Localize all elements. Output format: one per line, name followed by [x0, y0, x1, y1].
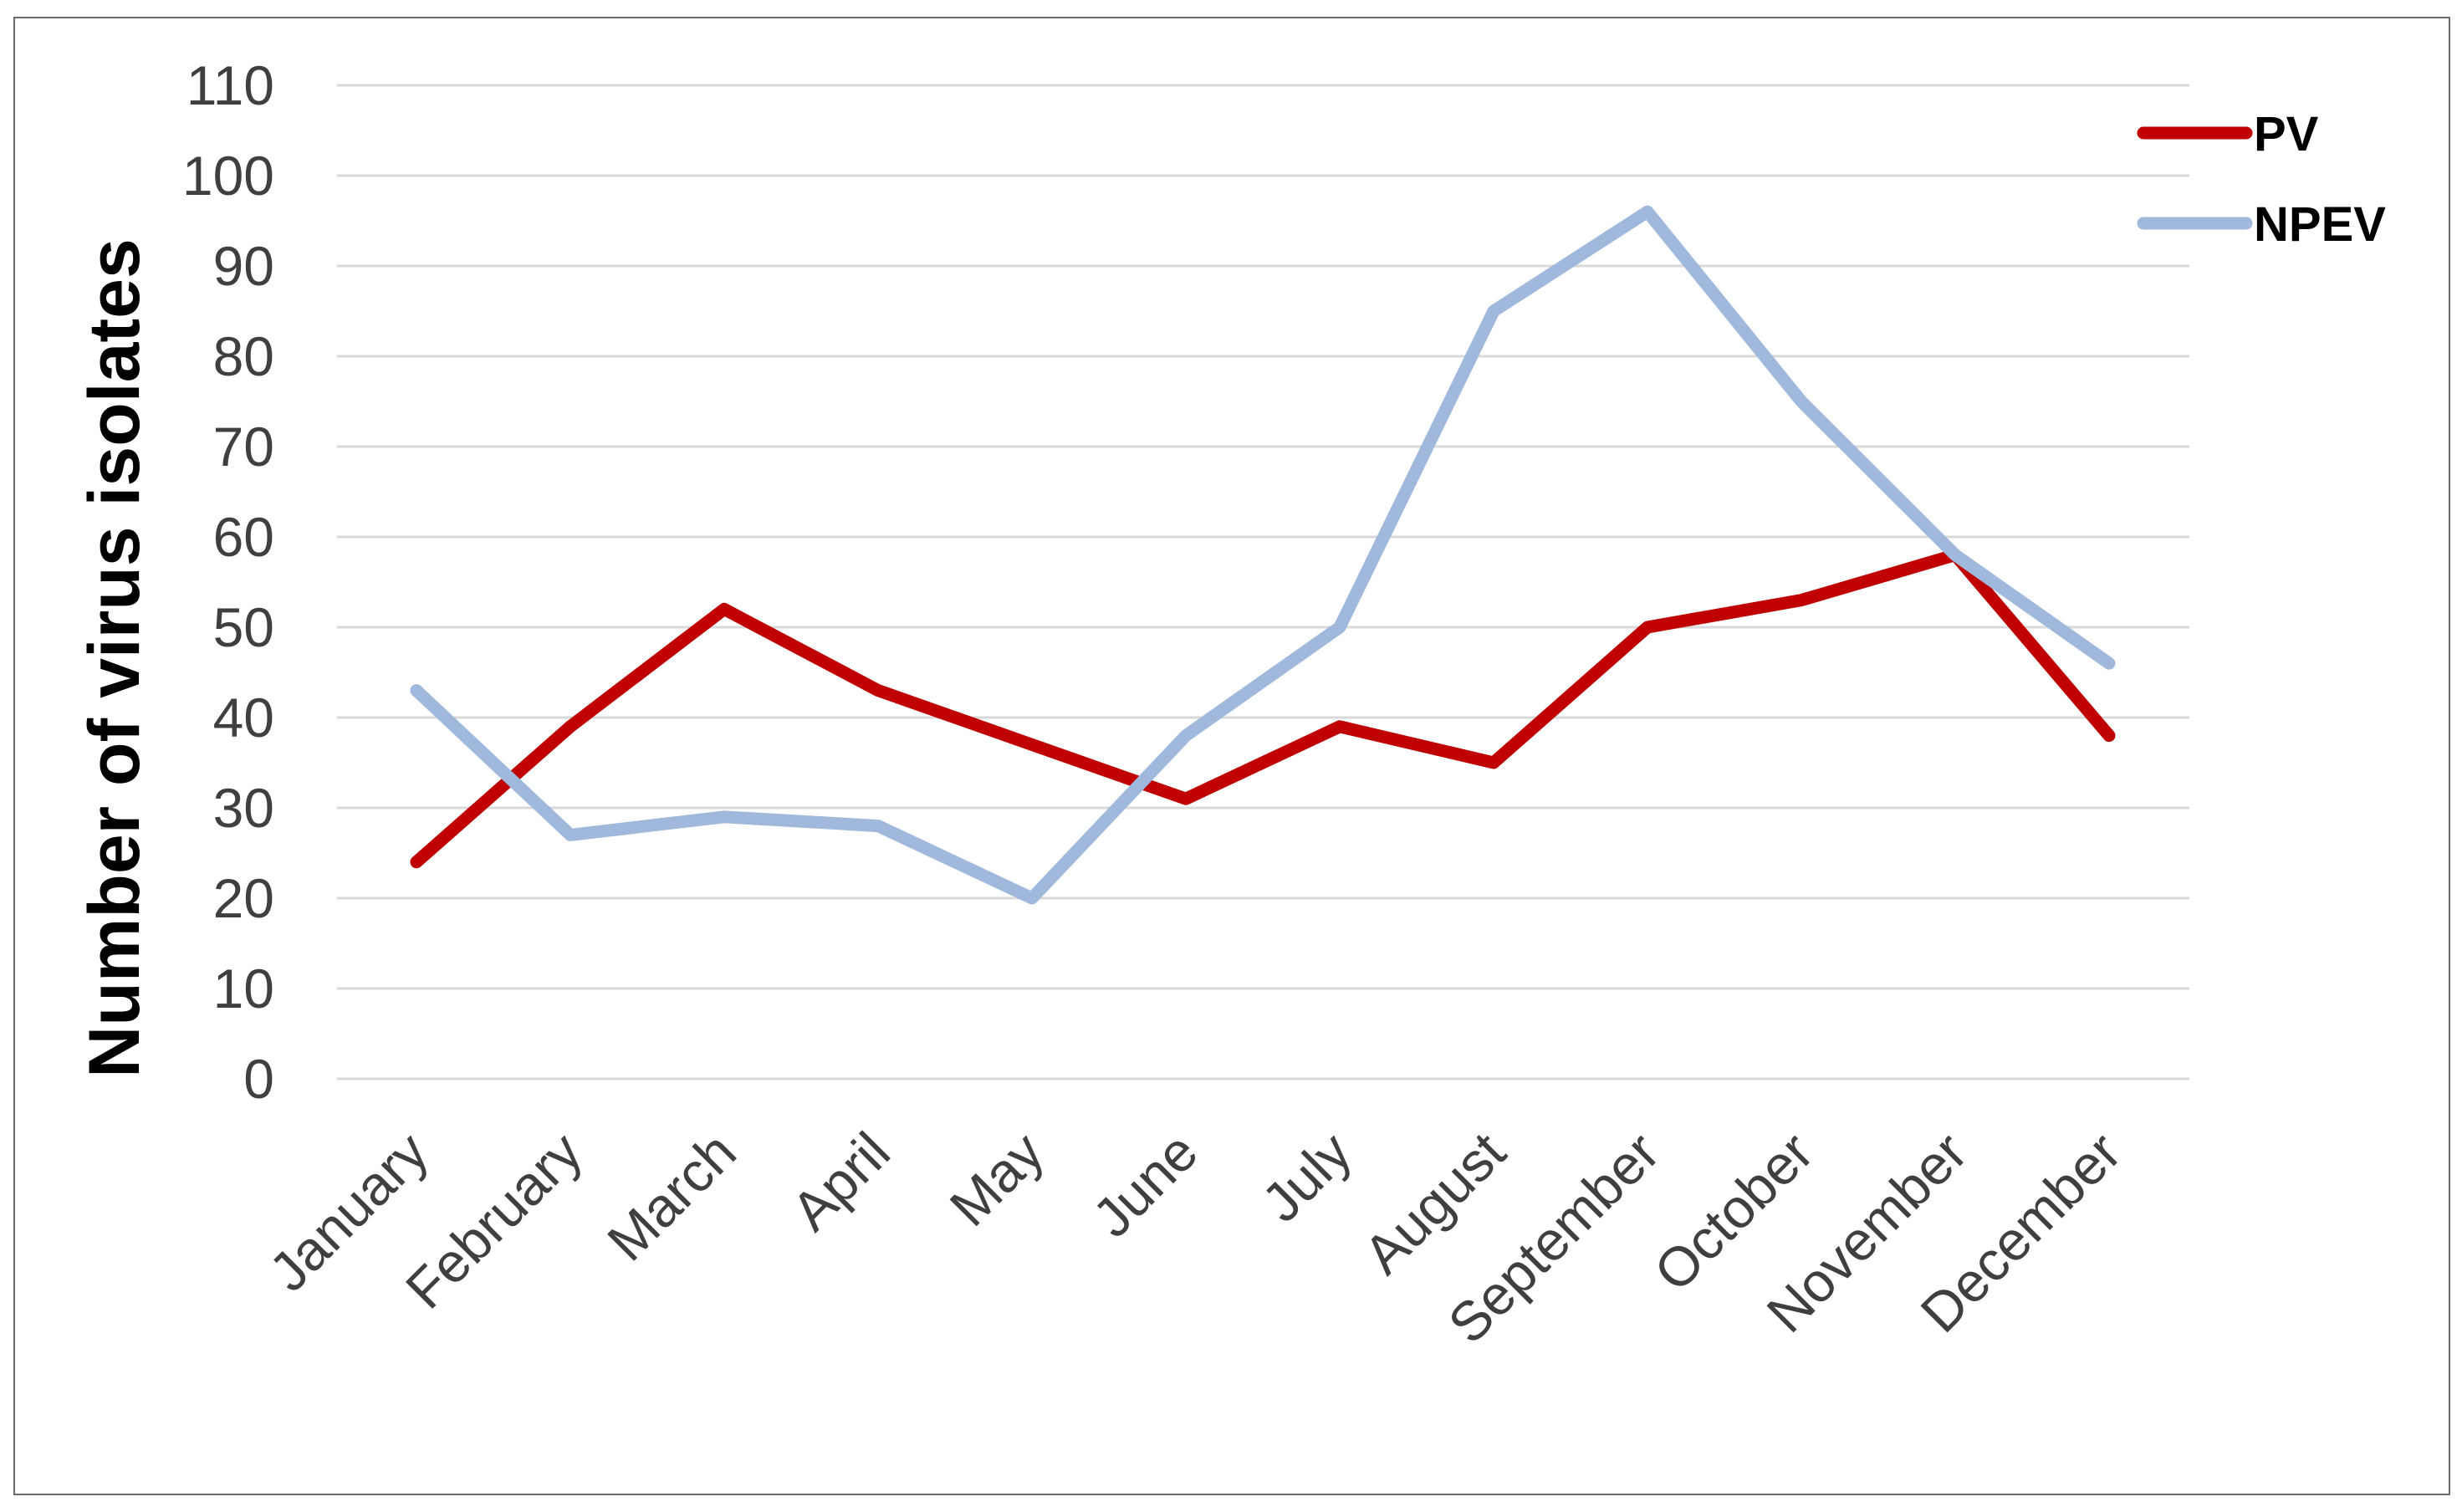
series-lines — [410, 205, 2116, 905]
y-tick-label: 110 — [186, 54, 274, 116]
x-tick-label: April — [779, 1121, 902, 1243]
chart-frame: 0 10 20 30 40 50 60 70 80 90 100 110 January Februar… — [13, 17, 2450, 1495]
y-tick-label: 90 — [213, 235, 274, 297]
y-tick-label: 20 — [213, 867, 274, 929]
y-tick-label: 10 — [213, 958, 274, 1019]
series-line-pv — [410, 549, 2116, 869]
legend-label-pv: PV — [2254, 107, 2319, 161]
y-tick-label: 80 — [213, 325, 274, 387]
x-tick-label: May — [937, 1121, 1055, 1238]
y-tick-label: 60 — [213, 506, 274, 568]
legend-label-npev: NPEV — [2254, 197, 2386, 252]
y-tick-label: 50 — [213, 596, 274, 658]
y-tick-label: 30 — [213, 777, 274, 839]
y-tick-label: 70 — [213, 416, 274, 478]
series-line-npev — [410, 205, 2116, 905]
y-axis-ticks: 0 10 20 30 40 50 60 70 80 90 100 110 — [182, 54, 274, 1110]
x-tick-label: June — [1080, 1121, 1209, 1249]
y-tick-label: 40 — [213, 687, 274, 748]
y-axis-title: Number of virus isolates — [74, 238, 155, 1078]
y-tick-label: 100 — [182, 145, 274, 207]
x-tick-label: July — [1250, 1121, 1363, 1234]
gridlines — [337, 84, 2189, 1080]
y-tick-label: 0 — [243, 1048, 274, 1110]
x-tick-label: March — [595, 1121, 748, 1273]
legend: PV NPEV — [2137, 107, 2386, 252]
